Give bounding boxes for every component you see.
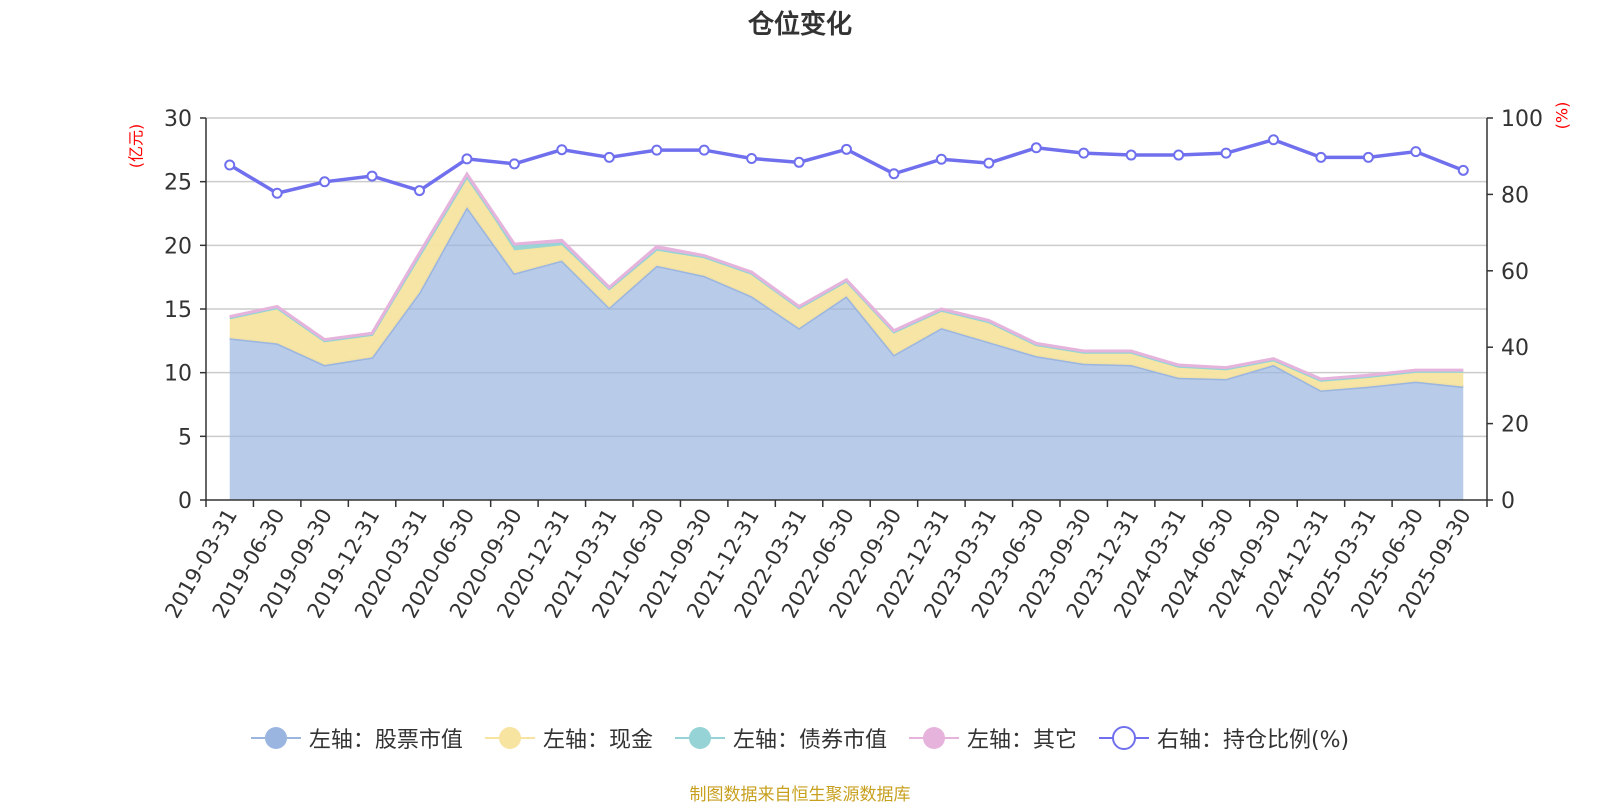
holding-ratio-point <box>1315 151 1327 163</box>
holding-ratio-point <box>1125 149 1137 161</box>
right-axis-tick-label: 60 <box>1501 260 1529 285</box>
holding-ratio-point <box>461 153 473 165</box>
left-axis-tick-label: 25 <box>164 171 192 196</box>
right-axis-tick-label: 40 <box>1501 336 1529 361</box>
area-左轴：股票市值 <box>229 207 1464 500</box>
area-左轴：现金 <box>229 176 1464 391</box>
legend-label: 右轴：持仓比例(%) <box>1156 728 1350 753</box>
holding-ratio-point <box>698 144 710 156</box>
holding-ratio-point <box>603 151 615 163</box>
right-axis-tick-label: 80 <box>1501 183 1529 208</box>
legend-label: 左轴：其它 <box>966 728 1077 753</box>
holding-ratio-point <box>841 143 852 155</box>
legend-label: 左轴：债券市值 <box>732 728 887 753</box>
holding-ratio-point <box>319 176 331 188</box>
legend-item[interactable]: 左轴：股票市值 <box>250 722 463 754</box>
legend-swatch-icon <box>908 727 959 749</box>
legend-swatch-icon <box>484 727 535 749</box>
holding-ratio-point <box>414 185 425 197</box>
holding-ratio-point <box>888 168 900 180</box>
holding-ratio-point <box>271 187 283 199</box>
legend-label: 左轴：现金 <box>542 728 653 753</box>
legend-item[interactable]: 左轴：其它 <box>908 722 1077 754</box>
legend-swatch-icon <box>1098 726 1149 750</box>
holding-ratio-point <box>793 156 805 168</box>
legend-swatch-icon <box>250 727 301 749</box>
legend-item[interactable]: 左轴：债券市值 <box>674 722 887 754</box>
holding-ratio-point <box>556 144 568 156</box>
legend-swatch-icon <box>674 727 725 749</box>
legend-label: 左轴：股票市值 <box>308 728 463 753</box>
holding-ratio-point <box>1410 146 1422 158</box>
legend: 左轴：股票市值 左轴：现金 左轴：债券市值 左轴：其它 右轴：持仓比例(%) <box>0 722 1600 754</box>
holding-ratio-point <box>224 159 236 171</box>
legend-item[interactable]: 右轴：持仓比例(%) <box>1098 722 1350 754</box>
right-axis-tick-label: 20 <box>1501 413 1529 438</box>
right-axis-tick-label: 0 <box>1501 489 1515 514</box>
left-axis-tick-label: 15 <box>164 298 192 323</box>
left-axis-tick-label: 0 <box>178 489 192 514</box>
legend-item[interactable]: 左轴：现金 <box>484 722 653 754</box>
area-edge-左轴：其它 <box>229 171 1464 381</box>
holding-ratio-point <box>1220 147 1232 159</box>
holding-ratio-point <box>746 152 758 164</box>
left-axis-tick-label: 20 <box>164 234 192 259</box>
holding-ratio-point <box>935 153 947 165</box>
holding-ratio-point <box>983 157 995 169</box>
holding-ratio-point <box>1030 142 1042 154</box>
source-note: 制图数据来自恒生聚源数据库 <box>689 785 911 805</box>
holding-ratio-point <box>508 158 520 170</box>
holding-ratio-point <box>1173 149 1185 161</box>
holding-ratio-point <box>1078 147 1090 159</box>
right-axis-tick-label: 100 <box>1501 107 1543 132</box>
holding-ratio-point <box>1268 134 1279 146</box>
chart-title: 仓位变化 <box>747 10 852 40</box>
left-axis-tick-label: 5 <box>178 425 192 450</box>
holding-ratio-point <box>651 144 663 156</box>
holding-ratio-point <box>366 170 378 182</box>
holding-ratio-point <box>1457 164 1469 176</box>
left-axis-tick-label: 10 <box>164 362 192 387</box>
left-axis-tick-label: 30 <box>164 107 192 132</box>
holding-ratio-point <box>1362 151 1374 163</box>
